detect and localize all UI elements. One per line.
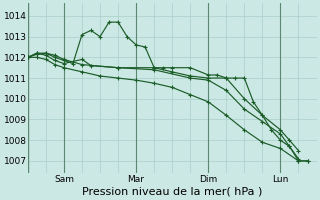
X-axis label: Pression niveau de la mer( hPa ): Pression niveau de la mer( hPa ) [82,187,262,197]
